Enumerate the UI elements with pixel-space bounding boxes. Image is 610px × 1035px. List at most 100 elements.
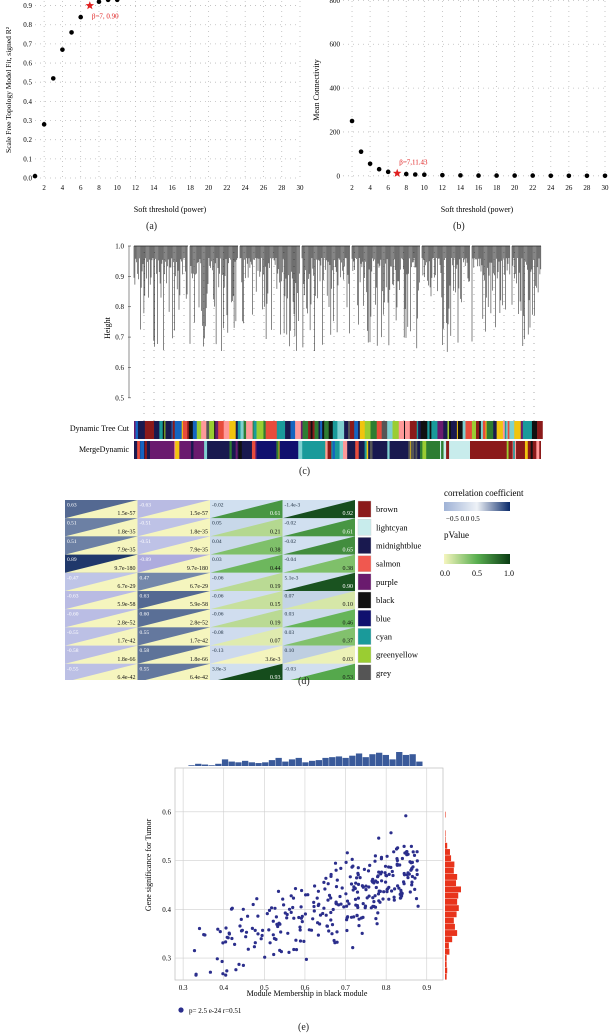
data-point — [348, 875, 352, 879]
module-color-cell — [348, 421, 351, 439]
data-point — [194, 973, 198, 977]
data-point — [354, 881, 358, 885]
data-point — [50, 76, 56, 81]
data-point — [333, 861, 338, 865]
histogram-bar — [221, 759, 229, 766]
histogram-bar — [445, 842, 448, 849]
data-point — [32, 173, 38, 179]
pvalue-label: 0.44 — [270, 566, 281, 572]
data-point — [415, 868, 419, 872]
data-point — [323, 887, 327, 891]
data-point — [316, 933, 320, 937]
data-point — [322, 906, 326, 910]
data-point — [367, 161, 373, 167]
data-point — [276, 889, 281, 893]
data-point — [406, 876, 410, 880]
data-point — [286, 931, 290, 935]
module-color-cell — [308, 421, 311, 439]
y-tick-label: 0.7 — [23, 40, 32, 48]
x-tick-label: 24 — [242, 184, 250, 192]
data-point — [410, 883, 414, 887]
data-point — [237, 962, 241, 966]
histogram-bar — [445, 948, 450, 955]
data-point — [324, 913, 328, 917]
data-point — [413, 887, 417, 891]
x-tick-label: 10 — [114, 184, 122, 192]
data-point — [376, 874, 380, 878]
data-point — [416, 904, 420, 908]
merge-color-cell — [440, 441, 470, 459]
data-point — [410, 874, 414, 879]
data-point — [230, 906, 234, 910]
module-color-cell — [324, 421, 330, 439]
histogram-bar — [322, 757, 329, 766]
module-color-cell — [135, 421, 139, 439]
pvalue-label: 7.9e-35 — [190, 548, 208, 554]
data-point — [347, 902, 351, 906]
chart-e: 0.3 0.4 0.5 0.6 0.7 0.8 0.9 0.3 0.4 0.5 0.6 Modul… — [144, 752, 461, 1015]
merge-color-cell — [364, 441, 367, 459]
p-colorbar — [444, 554, 510, 564]
histogram-bar — [248, 762, 255, 766]
dendrogram-yticks: 0.5 0.6 0.7 0.8 0.9 1.0 — [115, 243, 131, 402]
correlation-label: 0.55 — [140, 666, 150, 672]
histogram-bar — [382, 754, 389, 766]
correlation-label: -0.06 — [212, 575, 224, 581]
data-point — [377, 836, 381, 840]
pvalue-label: 1.8e-66 — [117, 657, 135, 663]
data-point — [364, 884, 368, 888]
highlight-star — [85, 1, 95, 10]
module-color-cell — [398, 421, 405, 439]
data-point — [256, 932, 260, 936]
data-point — [325, 924, 329, 928]
data-point — [279, 930, 283, 934]
module-color-cell — [318, 421, 321, 439]
dendrogram — [133, 245, 542, 352]
data-point — [356, 873, 360, 877]
chart-a-grid — [35, 0, 301, 179]
histogram-bar — [208, 765, 215, 766]
module-color-cell — [137, 421, 146, 439]
module-color-cell — [165, 421, 172, 439]
chart-e-grid — [174, 767, 444, 981]
merge-color-cell — [536, 441, 540, 459]
module-color-swatch — [357, 591, 372, 609]
y-tick-label: 0.9 — [115, 273, 124, 281]
heatmap-pvalue-triangle — [282, 645, 355, 664]
data-point — [372, 900, 376, 904]
module-color-cell — [364, 421, 371, 439]
histogram-bar — [235, 762, 242, 766]
histogram-bar — [255, 763, 262, 766]
histogram-bar — [262, 762, 269, 766]
module-color-cell — [328, 421, 334, 439]
heatmap-pvalue-triangle — [210, 536, 283, 555]
heatmap-pvalue-triangle — [282, 572, 355, 591]
module-label: blue — [376, 613, 391, 623]
data-point — [407, 872, 411, 876]
x-tick-label: 22 — [223, 184, 231, 192]
correlation-label: 0.60 — [140, 612, 150, 618]
module-color-cell — [482, 421, 486, 439]
data-point — [274, 915, 278, 919]
heatmap-pvalue-triangle — [210, 572, 283, 591]
correlation-label: 0.03 — [285, 630, 295, 636]
pvalue-label: 0.15 — [270, 602, 281, 608]
chart-e-xticks: 0.3 0.4 0.5 0.6 0.7 0.8 0.9 — [179, 984, 432, 992]
data-point — [363, 904, 368, 908]
data-point — [360, 931, 364, 935]
data-point — [329, 910, 333, 915]
pvalue-label: 6.7e-29 — [117, 584, 135, 590]
module-color-cell — [416, 421, 419, 439]
module-color-cell — [256, 421, 264, 439]
chart-e-legend: p= 2.5 e-24 r=0.51 — [189, 1007, 242, 1015]
correlation-label: -0.58 — [67, 648, 79, 654]
correlation-label: -0.13 — [212, 648, 224, 654]
module-color-cell — [437, 421, 444, 439]
module-label: salmon — [376, 559, 401, 569]
x-tick-label: 12 — [132, 184, 140, 192]
chart-a-yticks: 0.0 0.1 0.2 0.3 0.4 0.5 0.6 0.7 0.8 0.9 — [23, 2, 32, 182]
data-point — [358, 876, 362, 880]
data-point — [412, 172, 418, 177]
data-point — [291, 896, 296, 900]
x-tick-label: 28 — [278, 184, 286, 192]
